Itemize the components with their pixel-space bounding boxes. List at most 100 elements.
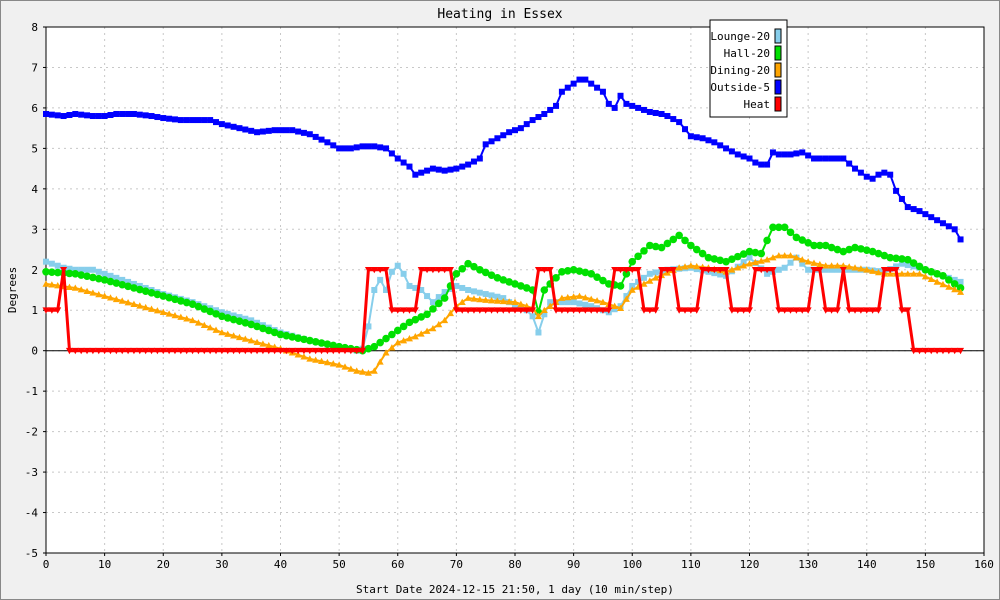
data-point-heat <box>294 347 302 355</box>
data-point-lounge-20 <box>465 287 472 293</box>
data-point-dining-20 <box>488 297 496 304</box>
data-point-outside-5 <box>799 149 806 156</box>
data-point-dining-20 <box>828 262 836 269</box>
data-point-lounge-20 <box>429 299 436 306</box>
data-point-outside-5 <box>793 150 800 157</box>
data-point-outside-5 <box>418 169 425 176</box>
data-point-outside-5 <box>248 127 255 134</box>
data-point-heat <box>48 307 56 314</box>
data-point-lounge-20 <box>383 287 390 293</box>
data-point-hall-20 <box>640 247 648 255</box>
data-point-outside-5 <box>171 116 178 123</box>
data-point-hall-20 <box>411 315 420 324</box>
data-point-outside-5 <box>388 150 395 157</box>
data-point-heat <box>939 347 947 355</box>
data-point-dining-20 <box>323 358 331 366</box>
data-point-outside-5 <box>300 129 307 136</box>
data-point-outside-5 <box>529 117 536 124</box>
data-point-hall-20 <box>722 257 730 266</box>
data-point-lounge-20 <box>371 287 378 293</box>
data-point-heat <box>95 347 103 355</box>
data-point-hall-20 <box>833 245 842 254</box>
data-point-dining-20 <box>939 280 947 288</box>
data-point-dining-20 <box>927 275 935 283</box>
data-point-heat <box>458 307 466 314</box>
data-point-heat <box>159 347 167 355</box>
data-point-heat <box>470 307 478 314</box>
data-point-lounge-20 <box>406 282 413 289</box>
data-point-outside-5 <box>459 163 466 170</box>
data-point-dining-20 <box>822 262 830 269</box>
data-point-heat <box>130 347 138 355</box>
data-point-dining-20 <box>394 339 402 346</box>
data-point-outside-5 <box>547 106 554 113</box>
chart-title: Heating in Essex <box>437 7 562 22</box>
data-point-heat <box>271 347 279 355</box>
data-point-outside-5 <box>711 139 718 146</box>
data-point-hall-20 <box>282 331 291 340</box>
data-point-hall-20 <box>675 231 683 240</box>
data-point-hall-20 <box>792 233 801 242</box>
data-point-dining-20 <box>300 353 308 360</box>
data-point-hall-20 <box>552 274 560 282</box>
data-point-heat <box>106 347 114 355</box>
data-point-lounge-20 <box>248 317 255 324</box>
data-point-lounge-20 <box>394 262 401 269</box>
data-point-outside-5 <box>213 119 220 126</box>
data-point-hall-20 <box>851 243 859 252</box>
data-point-hall-20 <box>757 249 766 258</box>
data-point-heat <box>54 307 62 314</box>
data-point-hall-20 <box>587 270 596 278</box>
data-point-lounge-20 <box>43 258 49 265</box>
data-point-heat <box>411 307 419 314</box>
data-point-hall-20 <box>112 279 121 287</box>
data-point-dining-20 <box>904 270 912 277</box>
data-point-hall-20 <box>827 243 836 252</box>
data-point-outside-5 <box>699 135 706 142</box>
data-point-lounge-20 <box>119 276 126 283</box>
data-point-dining-20 <box>206 324 214 331</box>
data-point-outside-5 <box>306 131 313 138</box>
data-point-heat <box>423 266 431 274</box>
data-point-outside-5 <box>746 155 753 162</box>
data-point-heat <box>353 347 361 355</box>
data-point-heat <box>370 266 378 274</box>
legend-swatch-outside-5 <box>774 79 782 95</box>
data-point-heat <box>769 266 777 274</box>
data-point-lounge-20 <box>412 284 419 291</box>
data-point-dining-20 <box>851 264 859 271</box>
data-point-dining-20 <box>405 335 413 342</box>
data-point-heat <box>177 347 185 355</box>
data-point-outside-5 <box>142 112 149 119</box>
data-point-heat <box>669 266 677 274</box>
data-point-hall-20 <box>663 239 672 248</box>
x-tick-label: 0 <box>43 558 50 571</box>
data-point-heat <box>142 347 150 355</box>
data-point-hall-20 <box>212 310 220 318</box>
data-point-heat <box>511 307 519 314</box>
data-point-dining-20 <box>189 316 197 324</box>
data-point-hall-20 <box>83 272 91 281</box>
data-point-hall-20 <box>892 254 900 263</box>
data-point-dining-20 <box>376 358 384 365</box>
data-point-heat <box>224 347 232 355</box>
data-point-heat <box>277 347 284 355</box>
data-point-hall-20 <box>141 287 150 296</box>
data-point-heat <box>675 307 683 314</box>
data-point-outside-5 <box>383 145 390 152</box>
data-point-hall-20 <box>458 264 467 273</box>
data-point-dining-20 <box>183 315 191 322</box>
data-point-lounge-20 <box>66 265 73 272</box>
data-point-dining-20 <box>83 287 91 295</box>
data-point-hall-20 <box>276 330 285 339</box>
data-point-dining-20 <box>499 297 507 305</box>
data-point-outside-5 <box>66 112 73 119</box>
data-point-outside-5 <box>728 148 735 155</box>
data-point-heat <box>822 307 830 314</box>
data-point-outside-5 <box>130 110 137 117</box>
data-point-lounge-20 <box>400 270 407 277</box>
data-point-heat <box>863 307 871 314</box>
data-point-outside-5 <box>453 165 460 172</box>
data-point-heat <box>241 347 249 355</box>
legend-label-hall-20: Hall-20 <box>724 47 770 60</box>
